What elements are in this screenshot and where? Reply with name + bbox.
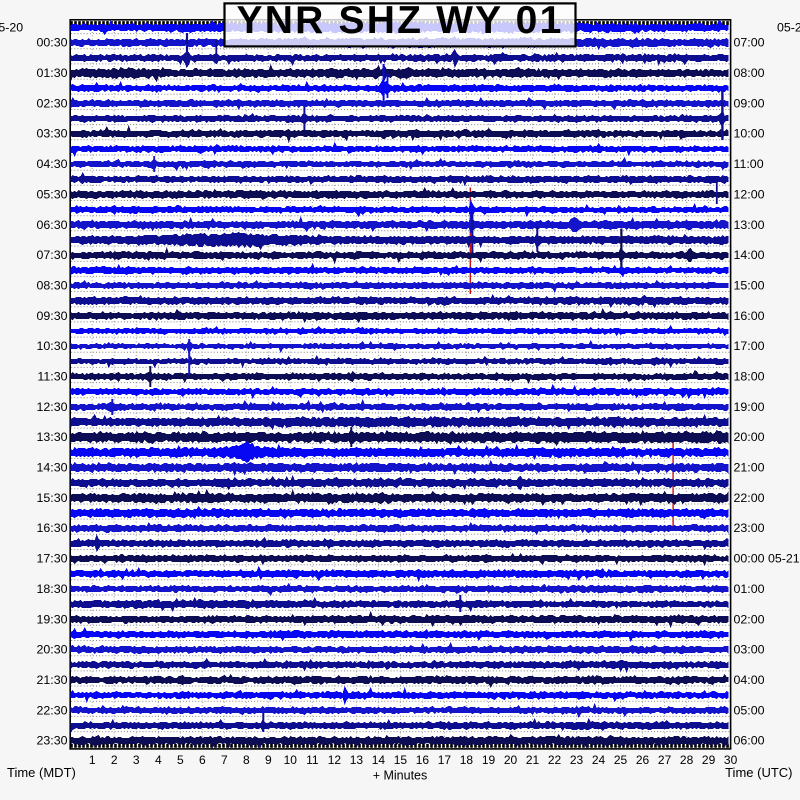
- svg-text:22: 22: [548, 753, 562, 767]
- svg-text:25: 25: [614, 753, 628, 767]
- svg-text:YNR SHZ WY 01: YNR SHZ WY 01: [237, 0, 564, 42]
- svg-text:5: 5: [177, 753, 184, 767]
- svg-text:17: 17: [438, 753, 452, 767]
- svg-text:24: 24: [592, 753, 606, 767]
- svg-text:18:00: 18:00: [734, 370, 765, 384]
- svg-text:22:30: 22:30: [36, 703, 67, 717]
- svg-text:10:30: 10:30: [36, 339, 67, 353]
- svg-text:00:00 05-21: 00:00 05-21: [734, 552, 800, 566]
- svg-text:Time (MDT): Time (MDT): [7, 765, 76, 780]
- svg-text:21:30: 21:30: [36, 673, 67, 687]
- svg-text:19: 19: [482, 753, 496, 767]
- svg-text:16: 16: [416, 753, 430, 767]
- svg-text:06:00: 06:00: [734, 734, 765, 748]
- svg-text:01:30: 01:30: [36, 66, 67, 80]
- svg-text:14: 14: [372, 753, 386, 767]
- svg-text:12:00: 12:00: [734, 187, 765, 201]
- svg-text:20:30: 20:30: [36, 643, 67, 657]
- svg-text:02:30: 02:30: [36, 96, 67, 110]
- svg-text:16:30: 16:30: [36, 521, 67, 535]
- svg-text:23:00: 23:00: [734, 521, 765, 535]
- svg-text:17:30: 17:30: [36, 552, 67, 566]
- svg-text:07:00: 07:00: [734, 36, 765, 50]
- svg-text:09:30: 09:30: [36, 309, 67, 323]
- svg-text:13:00: 13:00: [734, 218, 765, 232]
- svg-text:23:30: 23:30: [36, 734, 67, 748]
- svg-text:02:00: 02:00: [734, 612, 765, 626]
- svg-text:1: 1: [89, 753, 96, 767]
- svg-text:10: 10: [284, 753, 298, 767]
- svg-text:08:00: 08:00: [734, 66, 765, 80]
- svg-text:20: 20: [504, 753, 518, 767]
- svg-text:19:00: 19:00: [734, 400, 765, 414]
- svg-text:09:00: 09:00: [734, 96, 765, 110]
- svg-text:13: 13: [350, 753, 364, 767]
- svg-text:21: 21: [526, 753, 540, 767]
- svg-text:13:30: 13:30: [36, 430, 67, 444]
- svg-text:29: 29: [702, 753, 716, 767]
- svg-text:11: 11: [306, 753, 319, 767]
- svg-text:08:30: 08:30: [36, 279, 67, 293]
- svg-text:20:00: 20:00: [734, 430, 765, 444]
- svg-text:04:00: 04:00: [734, 673, 765, 687]
- svg-text:23: 23: [570, 753, 584, 767]
- svg-text:06:30: 06:30: [36, 218, 67, 232]
- svg-text:8: 8: [243, 753, 250, 767]
- svg-text:Time (UTC): Time (UTC): [725, 765, 792, 780]
- svg-text:11:00: 11:00: [734, 157, 764, 171]
- svg-text:05-20: 05-20: [777, 21, 800, 35]
- svg-text:03:00: 03:00: [734, 643, 765, 657]
- svg-text:17:00: 17:00: [734, 339, 765, 353]
- svg-text:01:00: 01:00: [734, 582, 765, 596]
- svg-text:22:00: 22:00: [734, 491, 765, 505]
- svg-text:15: 15: [394, 753, 408, 767]
- svg-text:05:00: 05:00: [734, 703, 765, 717]
- svg-text:12: 12: [328, 753, 342, 767]
- svg-text:28: 28: [680, 753, 694, 767]
- svg-text:10:00: 10:00: [734, 127, 765, 141]
- svg-text:4: 4: [155, 753, 162, 767]
- svg-text:9: 9: [265, 753, 272, 767]
- svg-text:00:30: 00:30: [36, 36, 67, 50]
- svg-text:27: 27: [658, 753, 672, 767]
- svg-text:05:30: 05:30: [36, 187, 67, 201]
- svg-text:14:00: 14:00: [734, 248, 765, 262]
- svg-text:30: 30: [724, 753, 738, 767]
- svg-text:21:00: 21:00: [734, 461, 765, 475]
- svg-text:26: 26: [636, 753, 650, 767]
- svg-text:18: 18: [460, 753, 474, 767]
- svg-text:14:30: 14:30: [36, 461, 67, 475]
- svg-text:7: 7: [221, 753, 228, 767]
- svg-text:6: 6: [199, 753, 206, 767]
- svg-text:3: 3: [133, 753, 140, 767]
- svg-text:16:00: 16:00: [734, 309, 765, 323]
- svg-text:19:30: 19:30: [36, 612, 67, 626]
- svg-text:12:30: 12:30: [36, 400, 67, 414]
- svg-text:11:30: 11:30: [37, 370, 67, 384]
- svg-text:18:30: 18:30: [36, 582, 67, 596]
- svg-text:2: 2: [111, 753, 118, 767]
- svg-text:07:30: 07:30: [36, 248, 67, 262]
- svg-text:15:00: 15:00: [734, 279, 765, 293]
- svg-text:05-20: 05-20: [0, 21, 23, 35]
- svg-text:15:30: 15:30: [36, 491, 67, 505]
- svg-text:+ Minutes: + Minutes: [373, 769, 428, 783]
- svg-text:04:30: 04:30: [36, 157, 67, 171]
- svg-text:03:30: 03:30: [36, 127, 67, 141]
